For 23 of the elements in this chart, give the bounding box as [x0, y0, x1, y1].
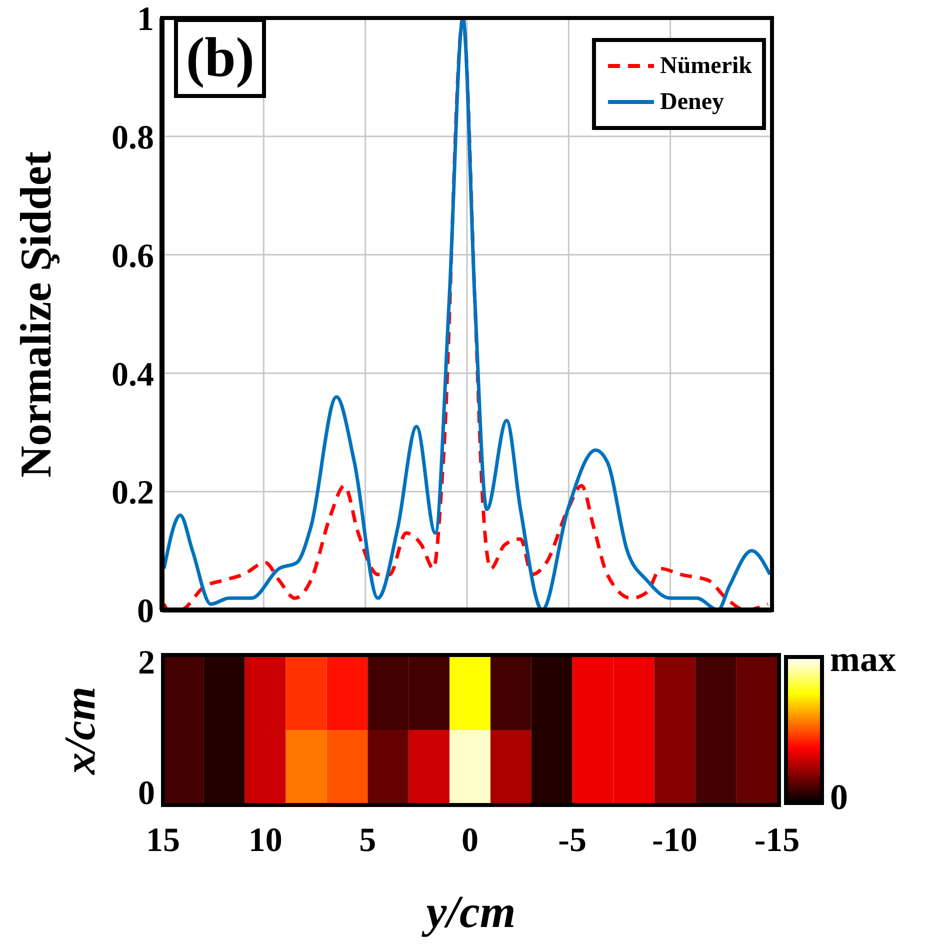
x-tick-label: 5 [359, 822, 376, 860]
y-tick-label: 1 [137, 1, 154, 38]
legend-label: Nümerik [660, 52, 752, 81]
y-axis-title: x/cm [54, 686, 106, 774]
y-tick-label: 2 [138, 644, 155, 682]
x-tick-label: 15 [146, 822, 180, 860]
annotation: (b) [174, 18, 266, 98]
legend-label: Deney [660, 88, 724, 117]
color-bar-label: 0 [830, 776, 848, 819]
x-tick-label: -5 [558, 822, 586, 860]
x-tick-label: -15 [754, 822, 800, 860]
y-tick-label: 0.2 [112, 474, 154, 512]
x-axis-title: y/cm [420, 885, 517, 938]
y-tick-label: 0.8 [112, 119, 154, 156]
y-tick-label: 0.4 [112, 356, 154, 394]
y-tick-label: 0.6 [112, 238, 154, 275]
y-axis-title: Normalize Şiddet [10, 150, 62, 478]
color-bar-label: max [830, 638, 896, 681]
y-tick-label: 0 [138, 775, 155, 812]
x-tick-label: -10 [652, 822, 698, 860]
x-tick-label: 10 [248, 822, 282, 860]
y-tick-label: 0 [137, 593, 154, 630]
x-tick-label: 0 [462, 822, 478, 860]
